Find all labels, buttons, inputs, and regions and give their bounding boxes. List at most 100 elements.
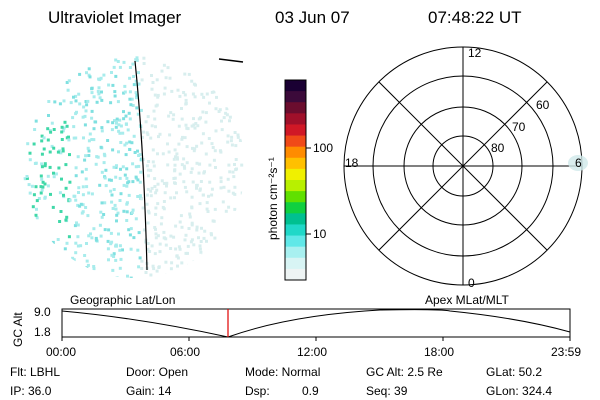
disk-pixel <box>118 266 122 270</box>
disk-pixel <box>113 119 116 122</box>
disk-pixel <box>228 170 232 174</box>
disk-pixel <box>197 171 201 175</box>
disk-pixel <box>42 136 46 140</box>
disk-pixel <box>190 238 194 242</box>
disk-pixel <box>200 92 204 96</box>
disk-pixel <box>128 233 132 237</box>
disk-pixel <box>103 154 107 158</box>
disk-pixel <box>46 138 50 142</box>
disk-pixel <box>212 90 216 94</box>
disk-pixel <box>61 149 65 153</box>
disk-pixel <box>74 174 78 178</box>
disk-pixel <box>149 136 153 140</box>
disk-pixel <box>141 135 144 139</box>
disk-pixel <box>180 137 184 141</box>
polar-emission-spot <box>568 155 588 171</box>
disk-pixel <box>233 163 236 166</box>
mode-info: Mode: Normal <box>245 365 321 379</box>
disk-pixel <box>146 187 150 191</box>
disk-pixel <box>233 207 237 211</box>
disk-pixel <box>92 265 96 268</box>
disk-pixel <box>127 193 131 197</box>
disk-pixel <box>116 60 120 63</box>
polar-ring-label-80: 80 <box>491 141 505 155</box>
disk-pixel <box>117 123 121 127</box>
disk-pixel <box>88 75 92 79</box>
disk-pixel <box>218 108 222 112</box>
disk-pixel <box>128 117 132 121</box>
disk-pixel <box>134 79 138 83</box>
disk-pixel <box>165 184 168 188</box>
disk-pixel <box>152 267 156 271</box>
disk-pixel <box>136 195 140 198</box>
disk-pixel <box>74 99 78 103</box>
disk-pixel <box>68 180 72 184</box>
disk-pixel <box>188 212 192 216</box>
disk-pixel <box>83 158 87 162</box>
disk-pixel <box>113 94 117 98</box>
colorbar-band <box>285 168 306 181</box>
timeline-axis-label: GC Alt <box>11 312 25 347</box>
dsp-value: 0.9 <box>302 384 319 398</box>
timeline-ticks <box>61 337 571 341</box>
disk-pixel <box>160 216 164 220</box>
disk-pixel <box>84 206 88 209</box>
disk-pixel <box>99 76 103 80</box>
disk-pixel <box>146 115 150 119</box>
disk-pixel <box>112 188 116 191</box>
disk-pixel <box>158 132 162 136</box>
disk-pixel <box>191 92 195 96</box>
colorbar-band <box>285 157 306 170</box>
disk-pixel <box>140 267 144 270</box>
disk-pixel <box>122 60 126 64</box>
disk-pixel <box>61 147 65 151</box>
disk-pixel <box>119 167 122 171</box>
disk-pixel <box>183 185 187 189</box>
disk-pixel <box>62 193 65 197</box>
disk-pixel <box>87 139 91 143</box>
disk-pixel <box>162 200 166 203</box>
disk-pixel <box>110 193 114 197</box>
disk-pixel <box>162 92 166 96</box>
disk-pixel <box>90 236 94 240</box>
disk-pixel <box>224 111 228 115</box>
timeline-y-max: 9.0 <box>34 305 51 319</box>
disk-pixel <box>152 109 156 113</box>
disk-pixel <box>85 103 89 107</box>
disk-pixel <box>153 185 157 188</box>
disk-pixel <box>196 124 200 128</box>
disk-pixel <box>131 104 135 107</box>
instrument-title: Ultraviolet Imager <box>48 8 182 27</box>
disk-pixel <box>32 193 36 197</box>
disk-pixel <box>155 188 159 192</box>
disk-pixel <box>96 89 100 93</box>
disk-pixel <box>227 163 231 167</box>
disk-pixel <box>173 196 176 200</box>
disk-pixel <box>157 265 161 269</box>
disk-pixel <box>233 185 237 189</box>
disk-pixel <box>121 248 124 252</box>
disk-pixel <box>178 94 182 98</box>
colorbar-band <box>285 191 306 203</box>
disk-pixel <box>81 210 85 214</box>
disk-pixel <box>134 217 138 221</box>
disk-pixel <box>180 163 184 167</box>
disk-pixel <box>208 249 212 252</box>
disk-pixel <box>156 93 160 97</box>
disk-pixel <box>72 125 76 129</box>
disk-pixel <box>234 158 238 161</box>
disk-pixel <box>97 77 101 81</box>
disk-pixel <box>90 91 94 95</box>
disk-pixel <box>23 177 27 181</box>
disk-pixel <box>125 167 129 171</box>
disk-pixel <box>134 165 138 169</box>
disk-pixel <box>194 122 198 125</box>
disk-pixel <box>180 261 184 265</box>
polar-label-left: 18 <box>345 156 359 170</box>
disk-pixel <box>60 138 64 141</box>
disk-pixel <box>154 227 157 231</box>
disk-pixel <box>176 88 180 92</box>
disk-pixel <box>190 223 194 227</box>
disk-pixel <box>222 185 226 189</box>
disk-pixel <box>62 126 66 130</box>
